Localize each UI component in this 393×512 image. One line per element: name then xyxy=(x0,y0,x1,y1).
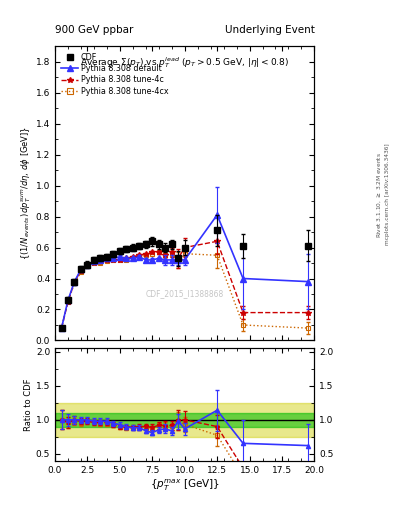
Y-axis label: $\{(1/N_{events})\, dp_T^{sum}/d\eta,\, d\phi$ [GeV]$\}$: $\{(1/N_{events})\, dp_T^{sum}/d\eta,\, … xyxy=(20,126,33,261)
Bar xyxy=(55,403,314,437)
Legend: CDF, Pythia 8.308 default, Pythia 8.308 tune-4c, Pythia 8.308 tune-4cx: CDF, Pythia 8.308 default, Pythia 8.308 … xyxy=(59,50,171,98)
Text: 900 GeV ppbar: 900 GeV ppbar xyxy=(55,25,133,35)
Y-axis label: Ratio to CDF: Ratio to CDF xyxy=(24,378,33,431)
X-axis label: $\{p_T^{max}$ [GeV]$\}$: $\{p_T^{max}$ [GeV]$\}$ xyxy=(150,477,220,493)
Text: Underlying Event: Underlying Event xyxy=(224,25,314,35)
Text: CDF_2015_I1388868: CDF_2015_I1388868 xyxy=(145,289,224,298)
Text: mcplots.cern.ch [arXiv:1306.3436]: mcplots.cern.ch [arXiv:1306.3436] xyxy=(385,144,389,245)
Text: Average $\Sigma(p_T)$ vs $p_T^{lead}$ ($p_T > 0.5$ GeV, $|\eta| < 0.8$): Average $\Sigma(p_T)$ vs $p_T^{lead}$ ($… xyxy=(80,55,289,70)
Bar xyxy=(55,413,314,426)
Text: Rivet 3.1.10, $\geq$ 3.2M events: Rivet 3.1.10, $\geq$ 3.2M events xyxy=(375,152,383,238)
